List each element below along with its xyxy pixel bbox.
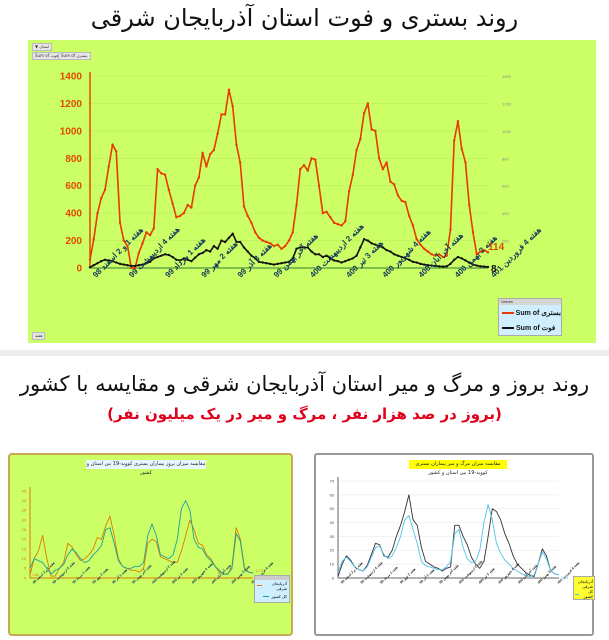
- svg-text:1.60: 1.60: [32, 573, 39, 577]
- svg-text:0: 0: [24, 575, 27, 580]
- red-line-swatch-icon: [502, 311, 514, 314]
- legend-item-province: آذربایجان شرقی: [577, 578, 593, 589]
- svg-text:20: 20: [22, 537, 27, 542]
- svg-text:400: 400: [65, 209, 82, 220]
- top-chart-plot: 0 0 200 200 400 400 600 600 800 800 1000 1000 1200 12…: [60, 72, 544, 281]
- x-axis-label: هفته 1 مرداد 99: [379, 565, 400, 586]
- svg-text:200: 200: [502, 239, 509, 244]
- province-filter-button[interactable]: ▼ استان: [32, 43, 53, 51]
- svg-text:5: 5: [24, 566, 27, 571]
- mortality-chart-title: مقایسه میزان مرگ و میر بیماران بستری کوو…: [409, 460, 507, 476]
- x-axis-label: هفته 3 آذر 99: [417, 567, 436, 586]
- x-axis-label: هفته 3 تیر 400: [171, 567, 190, 586]
- x-axis-label: هفته 2 بهمن 400: [231, 564, 252, 585]
- svg-text:1400: 1400: [502, 74, 512, 79]
- svg-text:35: 35: [22, 508, 27, 513]
- section-subtitle: (بروز در صد هزار نفر ، مرگ و میر در یک م…: [107, 405, 502, 423]
- black-line-swatch-icon: [502, 326, 514, 329]
- svg-text:10: 10: [22, 556, 27, 561]
- incidence-chart-legend: آذربایجان شرقی کل کشور: [254, 575, 290, 603]
- section-title: روند بروز و مرگ و میر استان آذربایجان شر…: [19, 372, 590, 396]
- teal-line-swatch-icon: [263, 596, 270, 597]
- svg-text:0: 0: [502, 266, 505, 271]
- mortality-chart-legend: آذربایجان شرقی کل کشور: [573, 576, 595, 600]
- top-chart-legend: Values Sum of بستری Sum of فوت: [498, 298, 562, 336]
- svg-text:15: 15: [22, 546, 27, 551]
- blue-line-swatch-icon: [575, 593, 579, 595]
- svg-text:60: 60: [330, 492, 335, 497]
- x-axis-label: هفته آخر بهمن 99: [130, 562, 153, 585]
- week-field-button[interactable]: هفته: [32, 332, 46, 340]
- hospitalization-death-chart: ▼ استان Sum of فوت Sum of بستری هفته: [28, 40, 596, 343]
- svg-text:1200: 1200: [502, 101, 512, 106]
- svg-text:45: 45: [22, 488, 27, 493]
- svg-text:800: 800: [502, 156, 509, 161]
- svg-text:600: 600: [65, 181, 82, 192]
- svg-text:200: 200: [65, 236, 82, 247]
- x-axis-label: هفته 2 مهر 99: [91, 567, 109, 585]
- svg-text:400: 400: [502, 211, 509, 216]
- x-axis-label: هفته 3 تیر 400: [478, 567, 497, 586]
- x-axis-label: هفته 2 بهمن 400: [537, 564, 558, 585]
- svg-text:114: 114: [488, 242, 505, 253]
- svg-text:70: 70: [330, 478, 335, 483]
- svg-text:30: 30: [22, 517, 27, 522]
- svg-text:50: 50: [330, 506, 335, 511]
- filter-icon: ▼: [35, 44, 39, 49]
- svg-text:20: 20: [330, 548, 335, 553]
- incidence-chart-title: مقایسه میزان بروز بیماران بستری کووید-19…: [86, 460, 206, 476]
- incidence-comparison-chart: [8, 453, 293, 636]
- x-axis-label: هفته 3 آذر 99: [110, 567, 129, 586]
- legend-item-province: آذربایجان شرقی: [255, 580, 289, 591]
- svg-text:2.33: 2.33: [561, 576, 568, 580]
- svg-text:800: 800: [65, 154, 82, 165]
- mortality-comparison-chart: [314, 453, 594, 636]
- legend-item-country: کل کشور: [574, 589, 594, 599]
- svg-text:0: 0: [332, 575, 335, 580]
- svg-text:1400: 1400: [60, 72, 83, 83]
- svg-text:8: 8: [491, 264, 497, 275]
- svg-text:1000: 1000: [60, 126, 83, 137]
- svg-text:40: 40: [22, 498, 27, 503]
- legend-header: Values: [499, 299, 561, 305]
- svg-text:1000: 1000: [502, 129, 512, 134]
- svg-text:600: 600: [502, 184, 509, 189]
- x-axis-label: هفته 1 مرداد 99: [71, 565, 92, 586]
- page-title: روند بستری و فوت استان آذربایجان شرقی: [90, 4, 519, 32]
- legend-item-hospitalized: Sum of بستری: [499, 305, 561, 320]
- section-divider: [0, 350, 609, 356]
- svg-text:40: 40: [330, 520, 335, 525]
- legend-item-deaths: Sum of فوت: [499, 320, 561, 335]
- svg-text:30: 30: [330, 534, 335, 539]
- svg-text:0: 0: [76, 264, 82, 275]
- x-axis-label: هفته 2 مهر 99: [399, 567, 417, 585]
- svg-text:25: 25: [22, 527, 27, 532]
- legend-item-country: کل کشور: [255, 591, 289, 602]
- x-axis-label: هفته 3 آذر 99: [234, 240, 274, 280]
- field-button-deaths[interactable]: Sum of بستری: [58, 52, 91, 60]
- svg-text:1200: 1200: [60, 99, 83, 110]
- orange-line-swatch-icon: [257, 585, 263, 586]
- svg-text:10: 10: [330, 562, 335, 567]
- svg-text:2.73: 2.73: [256, 569, 263, 573]
